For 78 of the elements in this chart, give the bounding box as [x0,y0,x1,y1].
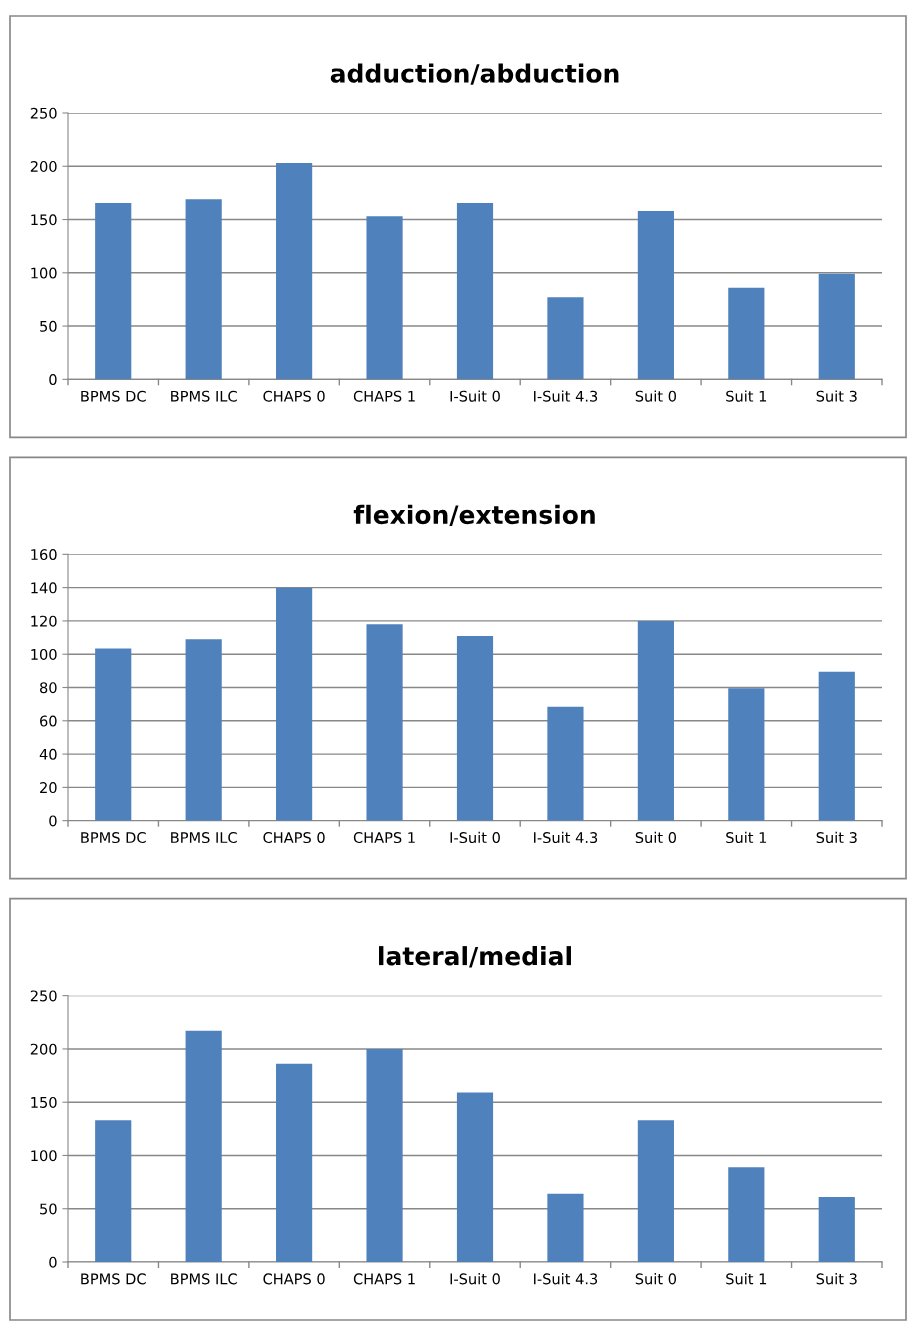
y-tick-label: 140 [31,582,57,594]
chart-title: flexion/extension [353,504,595,527]
bar [547,706,584,821]
y-tick-label: 250 [30,107,57,119]
y-tick-label: 50 [40,320,57,332]
x-tick-label: CHAPS 1 [353,832,415,844]
bar [185,199,222,380]
bar [366,216,403,380]
x-tick-label: Suit 0 [635,831,677,844]
chart-title: adduction/abduction [330,63,619,85]
x-tick-label: CHAPS 1 [353,1273,415,1285]
y-tick-label: 20 [40,782,57,794]
bar [818,273,855,380]
x-tick-label: I-Suit 0 [450,831,500,844]
y-tick-label: 80 [40,682,57,694]
bar [276,163,313,380]
y-tick-label: 150 [31,214,57,226]
bar [728,1167,765,1262]
x-tick-label: Suit 3 [816,1273,857,1285]
bar [95,203,132,380]
bar [818,671,855,821]
bar [728,287,765,380]
bar [185,639,222,821]
y-tick-label: 120 [31,615,57,627]
x-tick-label: Suit 1 [726,1273,767,1285]
y-tick-label: 100 [31,267,57,279]
x-tick-label: CHAPS 1 [353,390,415,402]
bar [276,587,313,821]
y-tick-label: 250 [30,990,57,1002]
bar [637,211,674,380]
bar [818,1197,855,1262]
x-tick-label: CHAPS 0 [263,832,325,844]
x-tick-label: I-Suit 0 [450,1273,500,1285]
x-tick-label: BPMS ILC [171,832,237,844]
x-tick-label: BPMS DC [81,832,146,844]
y-tick-label: 0 [49,1256,57,1268]
y-tick-label: 0 [49,815,57,827]
bar [185,1030,222,1262]
x-tick-label: I-Suit 0 [450,390,500,402]
y-tick-label: 40 [39,748,57,760]
x-tick-label: Suit 0 [635,1273,677,1285]
bar [456,203,494,380]
x-tick-label: Suit 0 [635,390,677,402]
y-tick-label: 100 [31,1150,57,1162]
y-tick-label: 100 [31,648,57,660]
y-tick-label: 160 [31,549,57,561]
bar [547,297,584,380]
x-tick-label: CHAPS 0 [263,390,325,402]
bar [366,1048,403,1262]
x-tick-label: Suit 1 [726,390,767,402]
x-tick-label: Suit 3 [816,390,857,402]
y-tick-label: 50 [40,1203,57,1215]
x-tick-label: BPMS ILC [171,390,237,402]
x-tick-label: I-Suit 4.3 [534,831,598,844]
x-tick-label: BPMS DC [81,1273,146,1285]
x-tick-label: I-Suit 4.3 [534,390,598,402]
bar [95,648,132,821]
bar [276,1063,313,1262]
x-tick-label: BPMS ILC [171,1273,237,1285]
bar [547,1193,584,1262]
bar [637,1120,674,1262]
chart-title: lateral/medial [379,946,571,968]
bar [366,624,403,821]
bar [95,1120,132,1262]
y-tick-label: 60 [40,715,57,727]
y-tick-label: 200 [30,1043,57,1055]
x-tick-label: Suit 1 [726,831,767,844]
x-tick-label: I-Suit 4.3 [534,1273,598,1285]
y-tick-label: 150 [31,1096,57,1108]
bar [728,688,765,821]
y-tick-label: 200 [30,160,57,173]
x-tick-label: Suit 3 [816,831,857,844]
bar [456,635,494,821]
y-tick-label: 0 [49,374,57,386]
x-tick-label: BPMS DC [81,390,146,402]
x-tick-label: CHAPS 0 [263,1273,325,1285]
bar [637,620,674,821]
bar [456,1092,494,1262]
